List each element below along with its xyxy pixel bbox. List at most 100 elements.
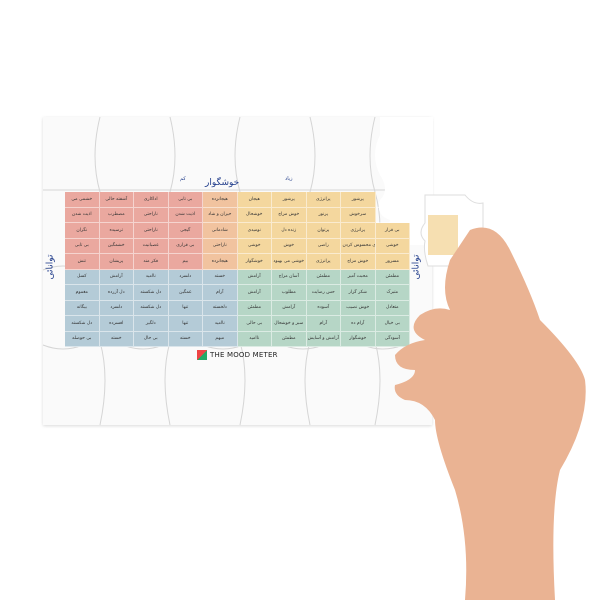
mood-meter-logo: THE MOOD METER xyxy=(197,350,278,360)
mood-cell xyxy=(375,192,410,208)
mood-cell: بی تابی xyxy=(65,238,100,254)
mood-cell: تنها xyxy=(168,316,203,332)
mood-cell: بی حالی xyxy=(237,316,272,332)
mood-cell: خشمی می xyxy=(65,192,100,208)
mood-cell: بی تابی xyxy=(168,192,203,208)
mood-cell: اذیت شدن xyxy=(168,207,203,223)
mood-cell: مطمئن xyxy=(237,300,272,316)
mood-cell: تنش xyxy=(65,254,100,270)
mood-cell: مطمئن xyxy=(375,269,410,285)
mood-cell: مطمئن xyxy=(306,269,341,285)
mood-cell: دل آزرده xyxy=(99,285,134,301)
mood-cell: خوشی xyxy=(237,238,272,254)
mood-cell: گیجی xyxy=(168,223,203,239)
low-label: کم xyxy=(180,176,186,182)
mood-cell: ناراحتی xyxy=(134,223,169,239)
mood-cell: پرانرژی xyxy=(306,254,341,270)
mood-cell: ناراحتی xyxy=(134,207,169,223)
mood-cell: بیم xyxy=(168,254,203,270)
mood-cell: مطمئن xyxy=(272,331,307,347)
mood-cell: حیران و شاد xyxy=(203,207,238,223)
mood-cell: مضطرب xyxy=(99,207,134,223)
mood-cell: خسته xyxy=(168,331,203,347)
mood-cell: بی قراری xyxy=(168,238,203,254)
mood-cell: دلسرد xyxy=(99,300,134,316)
high-label: زیاد xyxy=(285,176,293,182)
mood-cell: مبهم xyxy=(203,331,238,347)
mood-cell xyxy=(375,207,410,223)
mood-cell: دلخسته xyxy=(203,300,238,316)
top-axis-label: خوشگوار xyxy=(205,178,240,188)
mood-cell: آرامش xyxy=(237,285,272,301)
mood-cell: محبت آمیز xyxy=(341,269,376,285)
mood-cell: ناامید xyxy=(203,316,238,332)
mood-cell: نگران xyxy=(65,223,100,239)
mood-cell: بی خیال xyxy=(375,316,410,332)
mood-cell: مسرور xyxy=(375,254,410,270)
mood-cell: ناامید xyxy=(237,331,272,347)
mood-cell: خسته xyxy=(99,331,134,347)
mood-cell: عصبانیت xyxy=(134,238,169,254)
missing-piece-gap xyxy=(375,117,433,245)
mood-cell: پرشور xyxy=(341,192,376,208)
mood-cell: خوش xyxy=(272,238,307,254)
mood-cell: پرتوان xyxy=(306,223,341,239)
mood-cell: حس رضایت xyxy=(306,285,341,301)
mood-cell: دلگیر xyxy=(134,316,169,332)
mood-cell: دل شکسته xyxy=(134,300,169,316)
mood-cell: بی حوصله xyxy=(65,331,100,347)
logo-icon xyxy=(197,350,207,360)
mood-cell: خسته xyxy=(203,269,238,285)
mood-meter-grid: خشمی می آشفته حالی اداکاری بی تابی هیجانزده ه… xyxy=(65,192,410,347)
mood-cell: آرامش xyxy=(99,269,134,285)
mood-cell: خوشی می بهبود xyxy=(272,254,307,270)
mood-cell: ناامید xyxy=(134,269,169,285)
mood-cell: هیجانزده xyxy=(203,254,238,270)
mood-cell: متبرک xyxy=(375,285,410,301)
mood-cell: دل شکسته xyxy=(134,285,169,301)
mood-cell: آسان مزاج xyxy=(272,269,307,285)
mood-cell: آرامش xyxy=(237,269,272,285)
mood-cell: قوی محسوس کردن والا xyxy=(341,238,376,254)
mood-cell: آسودگی xyxy=(375,331,410,347)
mood-cell: غمگین xyxy=(168,285,203,301)
mood-cell: سرخوش xyxy=(341,207,376,223)
mood-cell: فکر مند xyxy=(134,254,169,270)
mood-cell: زنده دل xyxy=(272,223,307,239)
mood-cell: آسوده xyxy=(306,300,341,316)
mood-cell: پرنور xyxy=(306,207,341,223)
mood-cell: خوشحال xyxy=(237,207,272,223)
mood-cell: راضی xyxy=(306,238,341,254)
mood-cell: ناراحتی xyxy=(203,238,238,254)
mood-cell: کسل xyxy=(65,269,100,285)
mood-cell: پریشان xyxy=(99,254,134,270)
mood-cell: خوشگوار xyxy=(237,254,272,270)
mood-cell: اذیت شدن xyxy=(65,207,100,223)
mood-cell: آرام ده xyxy=(341,316,376,332)
mood-cell: سبز و خوشحال xyxy=(272,316,307,332)
mood-cell: خوش مزاج xyxy=(272,207,307,223)
mood-cell: اداکاری xyxy=(134,192,169,208)
mood-cell: خوشی xyxy=(375,238,410,254)
mood-cell: پرانرژی xyxy=(341,223,376,239)
mood-cell: تنها xyxy=(168,300,203,316)
mood-cell: بیگانه xyxy=(65,300,100,316)
mood-cell: هیجان xyxy=(237,192,272,208)
mood-cell: پرشور xyxy=(272,192,307,208)
mood-cell: هیجانزده xyxy=(203,192,238,208)
mood-cell: متعادل xyxy=(375,300,410,316)
mood-cell: خوش نصیب xyxy=(341,300,376,316)
mood-cell: خشمگین xyxy=(99,238,134,254)
mood-cell: نومیدی xyxy=(237,223,272,239)
mood-cell: شکر گزار xyxy=(341,285,376,301)
mood-cell: دل شکسته xyxy=(65,316,100,332)
mood-cell: آرام xyxy=(203,285,238,301)
mood-cell: آرامش xyxy=(272,300,307,316)
hand xyxy=(394,227,586,600)
mood-cell: دلسرد xyxy=(168,269,203,285)
mood-cell: آشفته حالی xyxy=(99,192,134,208)
mood-cell: آرامش و آسایش xyxy=(306,331,341,347)
mood-cell: خوش مزاج xyxy=(341,254,376,270)
mood-cell: آرام xyxy=(306,316,341,332)
